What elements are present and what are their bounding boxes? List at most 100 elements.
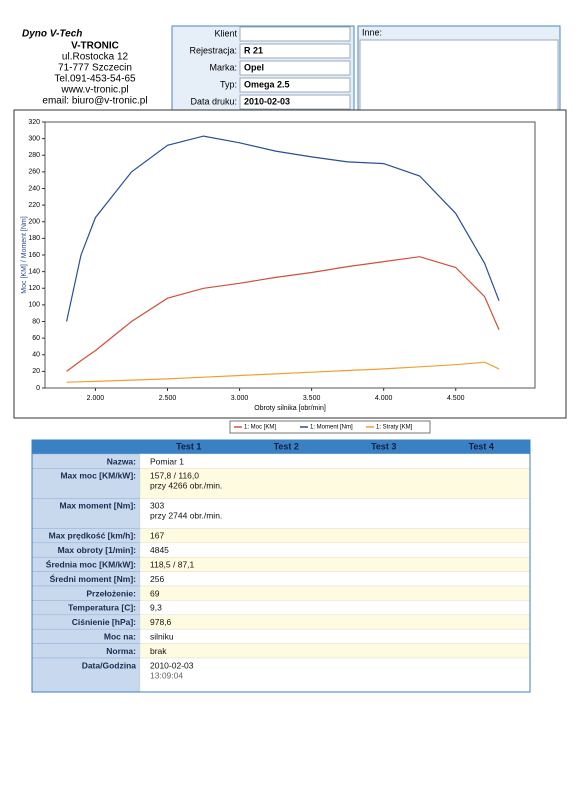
row-label: Średni moment [Nm]: [50, 573, 137, 584]
other-label: Inne: [362, 27, 382, 37]
row-label: Średnia moc [KM/kW]: [46, 558, 136, 569]
info-label: Marka: [209, 62, 237, 72]
info-field [239, 94, 351, 110]
row-value: przy 4266 obr./min. [150, 481, 222, 491]
row-label: Max moc [KM/kW]: [60, 471, 136, 481]
company-line: 71-777 Szczecin [58, 63, 132, 74]
row-label: Ciśnienie [hPa]: [72, 617, 136, 627]
x-axis-label: Obroty silnika [obr/min] [254, 405, 326, 412]
row-value-cell [139, 542, 531, 558]
row-value: 4845 [150, 545, 169, 555]
x-tick-label: 2.000 [87, 395, 105, 402]
row-label: Nazwa: [107, 456, 136, 466]
info-label: Typ: [220, 79, 237, 89]
row-label: Max prędkość [km/h]: [49, 531, 137, 541]
series-line [66, 135, 500, 322]
row-value: Pomiar 1 [150, 456, 184, 466]
y-tick-label: 100 [28, 302, 40, 309]
row-value: 69 [150, 588, 160, 598]
company-line: V-TRONIC [71, 41, 119, 52]
row-value-cell [139, 614, 531, 630]
y-tick-label: 260 [28, 169, 40, 176]
y-tick-label: 60 [32, 335, 40, 342]
x-tick-label: 4.000 [375, 395, 393, 402]
y-tick-label: 160 [28, 252, 40, 259]
row-label: Przełożenie: [86, 588, 136, 598]
row-value: 303 [150, 501, 164, 511]
x-tick-label: 3.500 [303, 395, 321, 402]
legend-label: 1: Moc [KM] [244, 425, 276, 431]
column-header: Test 2 [274, 441, 299, 451]
x-tick-label: 3.000 [231, 395, 249, 402]
row-value-cell [139, 643, 531, 659]
row-value-cell [139, 528, 531, 544]
y-tick-label: 120 [28, 285, 40, 292]
column-header: Test 4 [469, 441, 494, 451]
y-tick-label: 40 [32, 352, 40, 359]
company-line: Tel.091-453-54-65 [54, 74, 136, 85]
y-tick-label: 20 [32, 368, 40, 375]
row-value-cell [139, 556, 531, 572]
y-tick-label: 180 [28, 235, 40, 242]
row-value-cell [139, 657, 531, 693]
other-field [359, 39, 559, 111]
info-value: Opel [244, 62, 264, 72]
row-label: Temperatura [C]: [68, 603, 136, 613]
row-value: silniku [150, 631, 174, 641]
row-value-cell [139, 453, 531, 469]
row-value-cell [139, 571, 531, 587]
info-value: Omega 2.5 [244, 79, 290, 89]
legend-label: 1: Moment [Nm] [310, 425, 353, 431]
x-tick-label: 4.500 [447, 395, 465, 402]
row-value-cell [139, 498, 531, 529]
row-value: 167 [150, 531, 164, 541]
y-tick-label: 220 [28, 202, 40, 209]
plot-area [44, 121, 536, 389]
row-value-cell [139, 600, 531, 616]
y-axis-label: Moc [KM] / Moment [Nm] [21, 216, 28, 293]
row-label: Moc na: [104, 631, 136, 641]
row-label: Max moment [Nm]: [59, 501, 136, 511]
row-value: 13:09:04 [150, 670, 183, 680]
row-value-cell [139, 468, 531, 499]
company-line: email: biuro@v-tronic.pl [42, 96, 147, 107]
row-value: 157,8 / 116,0 [150, 471, 199, 481]
y-tick-label: 240 [28, 185, 40, 192]
brand: Dyno V-Tech [22, 29, 82, 40]
row-value: przy 2744 obr./min. [150, 511, 222, 521]
info-field [239, 26, 351, 42]
row-value: brak [150, 646, 167, 656]
row-value: 978,6 [150, 617, 172, 627]
row-value: 256 [150, 574, 164, 584]
y-tick-label: 300 [28, 135, 40, 142]
series-line [66, 256, 500, 372]
row-value: 2010-02-03 [150, 660, 194, 670]
x-tick-label: 2.500 [159, 395, 177, 402]
company-line: ul.Rostocka 12 [62, 52, 129, 63]
info-value: R 21 [244, 45, 263, 55]
y-tick-label: 280 [28, 152, 40, 159]
row-label: Max obroty [1/min]: [58, 545, 137, 555]
y-tick-label: 140 [28, 268, 40, 275]
legend-label: 1: Straty [KM] [376, 425, 413, 431]
y-tick-label: 80 [32, 318, 40, 325]
row-value-cell [139, 628, 531, 644]
company-line: www.v-tronic.pl [60, 85, 128, 96]
info-label: Data druku: [190, 96, 237, 106]
table-header [32, 440, 530, 454]
info-value: 2010-02-03 [244, 96, 290, 106]
info-field [239, 60, 351, 76]
column-header: Test 1 [176, 441, 201, 451]
y-tick-label: 200 [28, 219, 40, 226]
row-value: 9,3 [150, 603, 162, 613]
y-tick-label: 320 [28, 119, 40, 126]
row-label: Data/Godzina [82, 660, 137, 670]
y-tick-label: 0 [36, 385, 40, 392]
series-line [66, 361, 500, 383]
info-label: Rejestracja: [189, 45, 237, 55]
row-value-cell [139, 585, 531, 601]
row-label: Norma: [106, 646, 136, 656]
info-label: Klient [214, 28, 237, 38]
